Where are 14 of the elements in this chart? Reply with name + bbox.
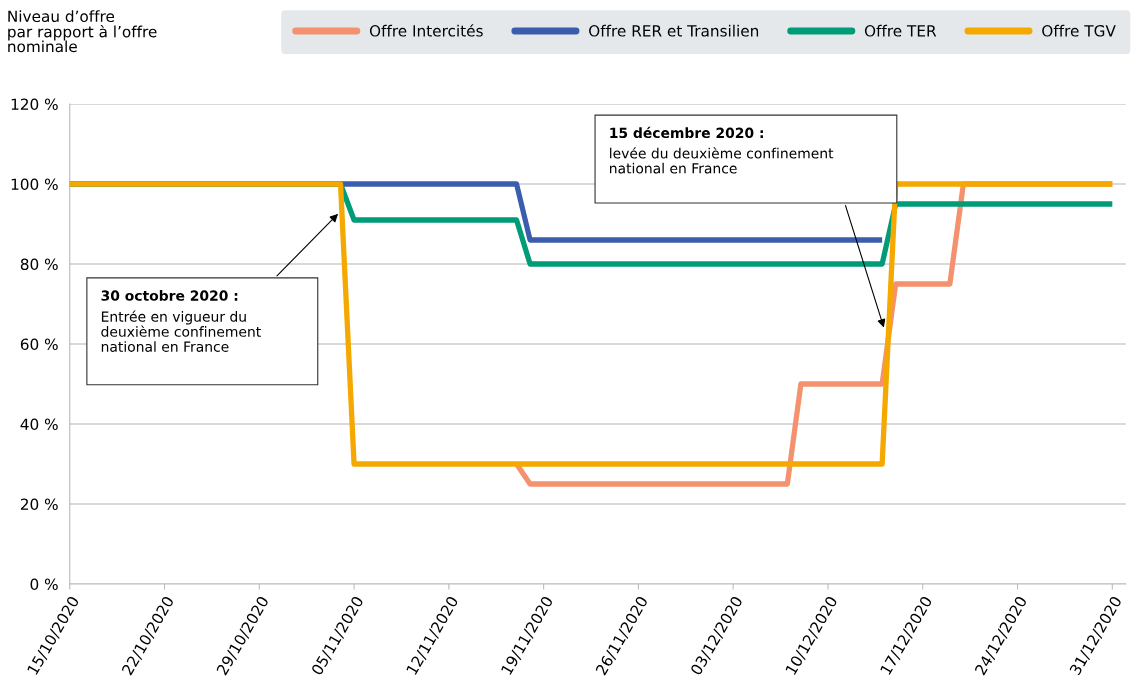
y-tick-label: 120 % xyxy=(11,98,58,111)
y-axis-title: Niveau d’offre par rapport à l’offre nominale xyxy=(8,10,157,53)
y-tick-label: 100 % xyxy=(11,178,58,191)
legend-label: Offre RER et Transilien xyxy=(589,24,759,37)
legend-label: Offre TER xyxy=(864,24,937,37)
y-tick-label: 60 % xyxy=(20,338,58,351)
legend-label: Offre TGV xyxy=(1042,24,1116,37)
y-tick-label: 20 % xyxy=(20,498,58,511)
legend-label: Offre Intercités xyxy=(369,24,483,37)
annotation: 15 décembre 2020 : levée du deuxième confinement national en France xyxy=(610,126,834,174)
y-tick-label: 40 % xyxy=(20,418,58,431)
y-tick-label: 0 % xyxy=(30,578,58,591)
y-tick-label: 80 % xyxy=(20,258,58,271)
annotation: 30 octobre 2020 : Entrée en vigueur du deuxième confinement national en France xyxy=(101,290,261,352)
